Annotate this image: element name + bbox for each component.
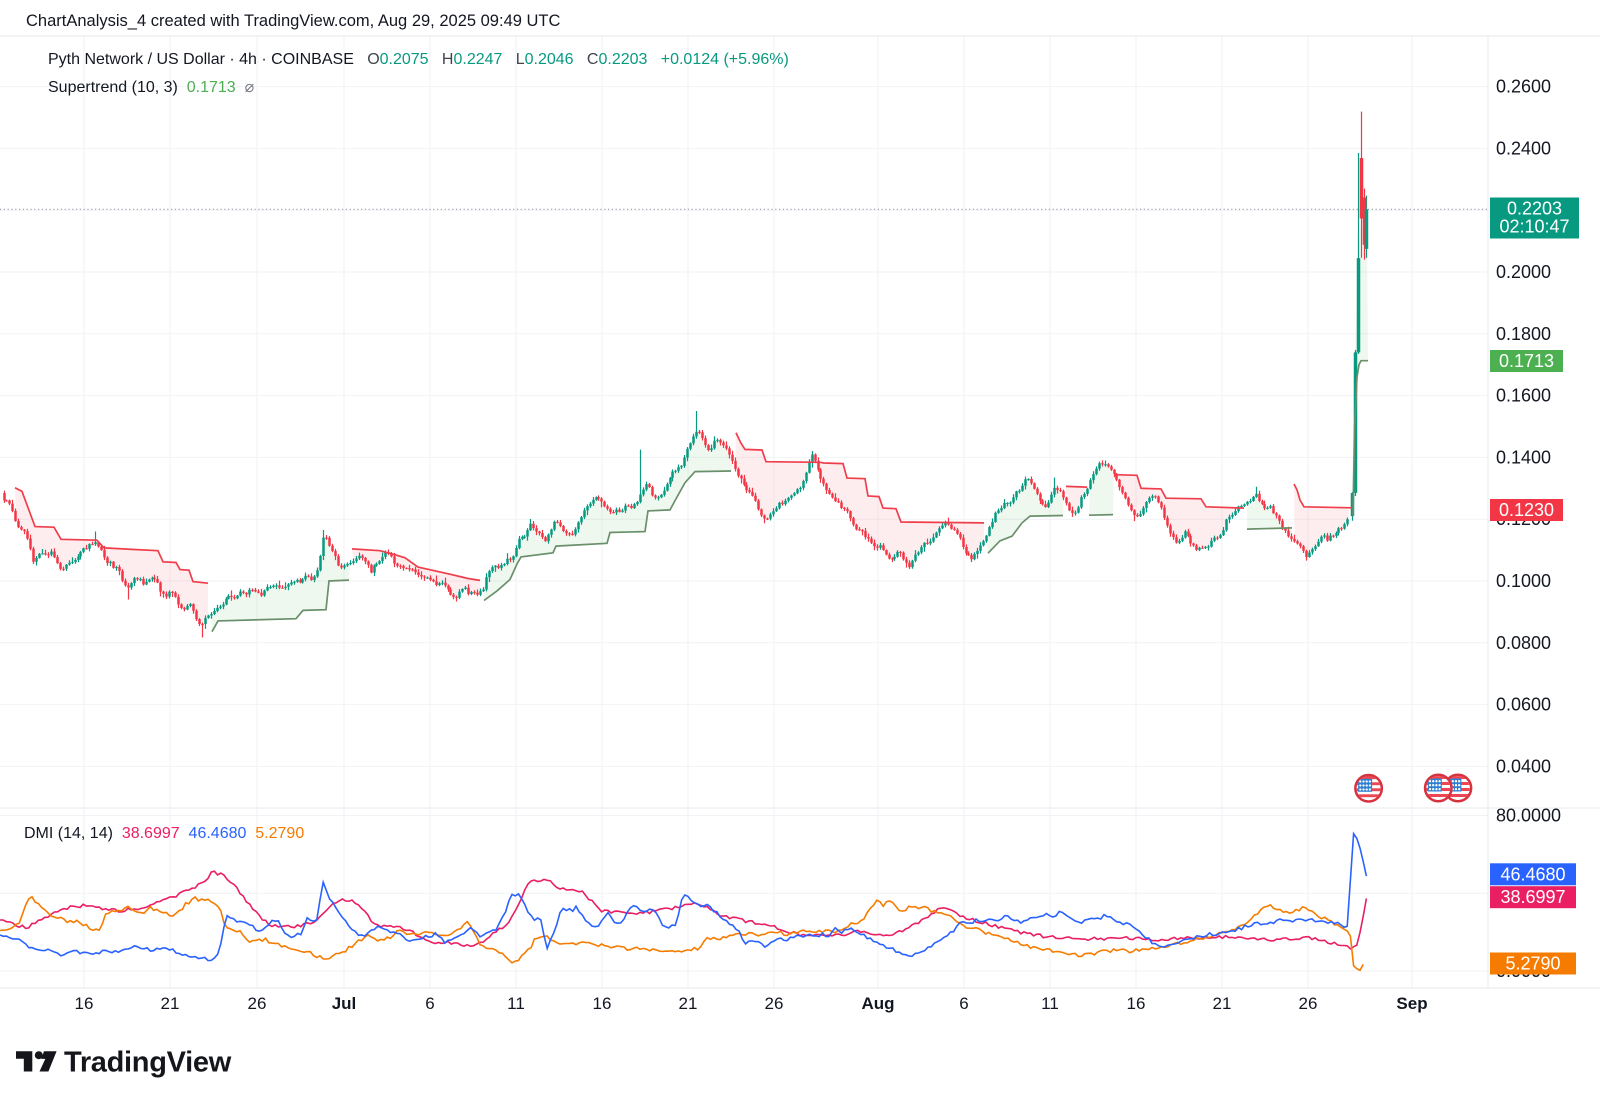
- svg-text:Supertrend (10, 3) 0.1713 ⌀: Supertrend (10, 3) 0.1713 ⌀: [48, 79, 255, 96]
- svg-text:0.1000: 0.1000: [1496, 571, 1551, 591]
- svg-text:0.1713: 0.1713: [1499, 351, 1554, 371]
- svg-text:0.1800: 0.1800: [1496, 324, 1551, 344]
- svg-text:11: 11: [1041, 994, 1059, 1013]
- svg-text:5.2790: 5.2790: [1505, 954, 1560, 974]
- svg-text:0.2400: 0.2400: [1496, 138, 1551, 158]
- svg-text:11: 11: [507, 994, 525, 1013]
- svg-text:80.0000: 80.0000: [1496, 806, 1561, 826]
- svg-text:0.0600: 0.0600: [1496, 695, 1551, 715]
- svg-text:26: 26: [248, 994, 267, 1013]
- svg-text:16: 16: [593, 994, 612, 1013]
- svg-text:0.1600: 0.1600: [1496, 386, 1551, 406]
- svg-text:0.1230: 0.1230: [1499, 500, 1554, 520]
- svg-text:Aug: Aug: [861, 994, 894, 1013]
- svg-text:TradingView: TradingView: [64, 1047, 232, 1079]
- svg-text:0.0800: 0.0800: [1496, 633, 1551, 653]
- svg-text:26: 26: [765, 994, 784, 1013]
- svg-text:21: 21: [679, 994, 698, 1013]
- svg-text:38.6997: 38.6997: [1500, 887, 1565, 907]
- svg-text:0.2203: 0.2203: [1507, 199, 1562, 219]
- svg-text:DMI (14, 14) 38.6997 46.4680: DMI (14, 14) 38.6997 46.4680 5.2790: [24, 825, 304, 842]
- svg-text:21: 21: [1213, 994, 1232, 1013]
- svg-text:0.2000: 0.2000: [1496, 262, 1551, 282]
- svg-text:0.1400: 0.1400: [1496, 447, 1551, 467]
- svg-text:Sep: Sep: [1396, 994, 1427, 1013]
- svg-text:Pyth Network / US Dollar · 4h: Pyth Network / US Dollar · 4h · COINBASE…: [48, 51, 789, 68]
- svg-text:16: 16: [1127, 994, 1146, 1013]
- svg-text:46.4680: 46.4680: [1500, 864, 1565, 884]
- svg-text:ChartAnalysis_4 created with T: ChartAnalysis_4 created with TradingView…: [26, 12, 560, 30]
- svg-text:0.0400: 0.0400: [1496, 756, 1551, 776]
- svg-text:Jul: Jul: [332, 994, 357, 1013]
- svg-text:16: 16: [75, 994, 94, 1013]
- svg-text:21: 21: [161, 994, 180, 1013]
- svg-text:6: 6: [959, 994, 968, 1013]
- svg-text:26: 26: [1299, 994, 1318, 1013]
- svg-text:02:10:47: 02:10:47: [1499, 217, 1569, 237]
- svg-text:6: 6: [425, 994, 434, 1013]
- svg-text:0.2600: 0.2600: [1496, 77, 1551, 97]
